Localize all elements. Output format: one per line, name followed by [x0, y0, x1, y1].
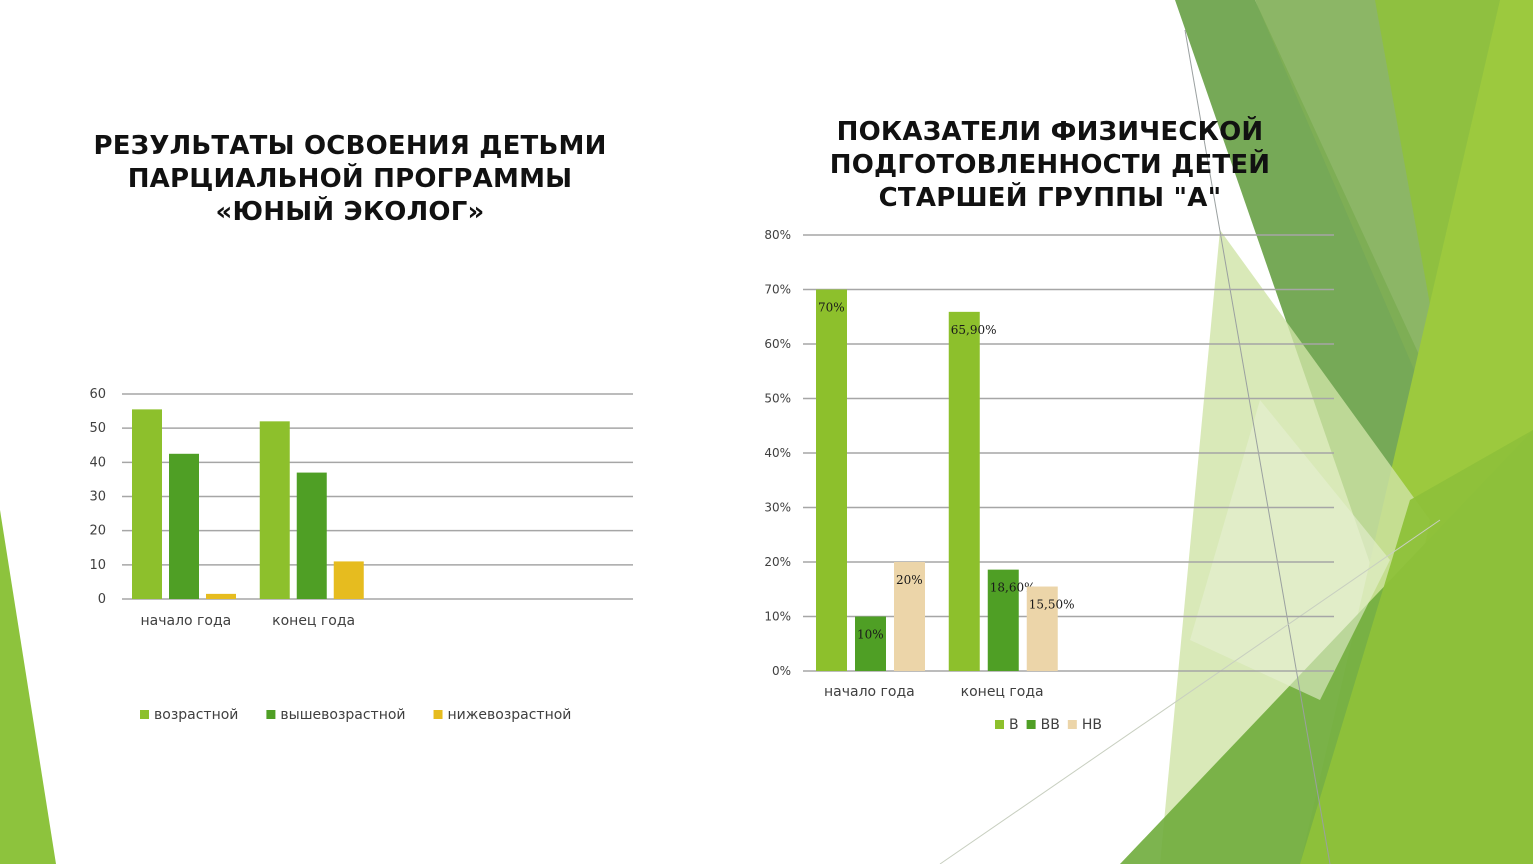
bar-В — [816, 289, 847, 671]
bar-rect — [855, 616, 886, 671]
right-shard-7 — [1190, 400, 1390, 700]
y-tick-label: 60% — [764, 337, 791, 351]
legend-label: ВВ — [1041, 717, 1060, 733]
bar-rect — [948, 311, 980, 671]
data-label: 20% — [896, 573, 923, 587]
right-title-line-3: СТАРШЕЙ ГРУППЫ "А" — [878, 183, 1222, 213]
bar-rect — [987, 569, 1019, 671]
bar-rect — [333, 561, 364, 599]
x-category-label: конец года — [961, 684, 1044, 700]
bar-rect — [206, 593, 236, 599]
bar-rect — [132, 409, 162, 599]
data-label: 65,90% — [951, 323, 997, 337]
right-shard-2 — [1375, 0, 1500, 360]
y-tick-label: 80% — [764, 228, 791, 242]
left-chart-title: РЕЗУЛЬТАТЫ ОСВОЕНИЯ ДЕТЬМИ ПАРЦИАЛЬНОЙ П… — [80, 130, 620, 229]
data-label: 18,60% — [990, 581, 1036, 595]
y-tick-label: 60 — [89, 387, 106, 402]
x-category-label: конец года — [272, 613, 355, 629]
bar-возрастной — [259, 421, 290, 599]
x-category-label: начало года — [141, 613, 232, 629]
bar-В — [948, 311, 980, 671]
left-title-line-3: «ЮНЫЙ ЭКОЛОГ» — [215, 197, 485, 227]
legend-swatch — [433, 710, 443, 719]
y-tick-label: 0 — [98, 592, 106, 607]
bar-нижевозрастной — [206, 593, 236, 599]
y-tick-label: 30% — [764, 501, 791, 515]
y-tick-label: 50% — [764, 392, 791, 406]
bar-rect — [259, 421, 290, 599]
legend-swatch — [1067, 720, 1077, 729]
bar-возрастной — [132, 409, 162, 599]
bar-нижевозрастной — [333, 561, 364, 599]
bar-НВ — [894, 562, 925, 671]
legend-swatch — [995, 720, 1004, 729]
data-label: 70% — [818, 301, 845, 315]
bar-вышевозрастной — [169, 453, 199, 599]
right-chart-title: ПОКАЗАТЕЛИ ФИЗИЧЕСКОЙ ПОДГОТОВЛЕННОСТИ Д… — [780, 116, 1320, 215]
legend-label: нижевозрастной — [448, 707, 572, 723]
y-tick-label: 40 — [89, 455, 106, 470]
y-tick-label: 30 — [89, 490, 106, 505]
y-tick-label: 40% — [764, 446, 791, 460]
legend-label: НВ — [1082, 717, 1102, 733]
data-label: 15,50% — [1029, 598, 1075, 612]
legend-swatch — [140, 710, 149, 719]
left-title-line-2: ПАРЦИАЛЬНОЙ ПРОГРАММЫ — [127, 164, 573, 194]
legend-swatch — [266, 710, 276, 719]
bar-rect — [816, 289, 847, 671]
thin-line-2 — [939, 519, 1441, 864]
legend-swatch — [1026, 720, 1036, 729]
bar-rect — [169, 453, 199, 599]
y-tick-label: 20% — [764, 555, 791, 569]
y-tick-label: 0% — [772, 664, 791, 678]
bar-вышевозрастной — [296, 472, 327, 599]
eco-program-chart-svg: 0 10 20 30 40 50 60 начало года конец года возрас… — [89, 387, 633, 723]
eco-program-chart: 0 10 20 30 40 50 60 начало года конец года возрас… — [70, 380, 650, 740]
x-category-label: начало года — [824, 684, 915, 700]
bar-НВ — [1026, 586, 1058, 671]
left-title-line-1: РЕЗУЛЬТАТЫ ОСВОЕНИЯ ДЕТЬМИ — [93, 131, 607, 161]
bar-ВВ — [987, 569, 1019, 671]
y-tick-label: 20 — [89, 524, 106, 539]
right-title-line-1: ПОКАЗАТЕЛИ ФИЗИЧЕСКОЙ — [836, 117, 1264, 147]
left-edge-stripe — [0, 510, 56, 864]
y-tick-label: 70% — [764, 283, 791, 297]
data-label: 10% — [857, 628, 884, 642]
right-shard-6 — [1300, 430, 1533, 864]
y-tick-label: 50 — [89, 421, 106, 436]
y-tick-label: 10% — [764, 610, 791, 624]
right-title-line-2: ПОДГОТОВЛЕННОСТИ ДЕТЕЙ — [829, 150, 1271, 180]
physical-fitness-chart-svg: 0% 10% 20% 30% 40% 50% 60% 70% 80% 70% 65,90% 10% 18… — [764, 228, 1334, 733]
bar-rect — [1026, 586, 1058, 671]
bar-rect — [296, 472, 327, 599]
legend-label: В — [1009, 717, 1019, 733]
bar-rect — [894, 562, 925, 671]
thin-line-1 — [1184, 29, 1331, 864]
y-tick-label: 10 — [89, 558, 106, 573]
legend-label: возрастной — [154, 707, 238, 723]
legend-label: вышевозрастной — [280, 707, 405, 723]
bar-ВВ — [855, 616, 886, 671]
physical-fitness-chart: 0% 10% 20% 30% 40% 50% 60% 70% 80% 70% 65,90% 10% 18… — [745, 222, 1345, 742]
